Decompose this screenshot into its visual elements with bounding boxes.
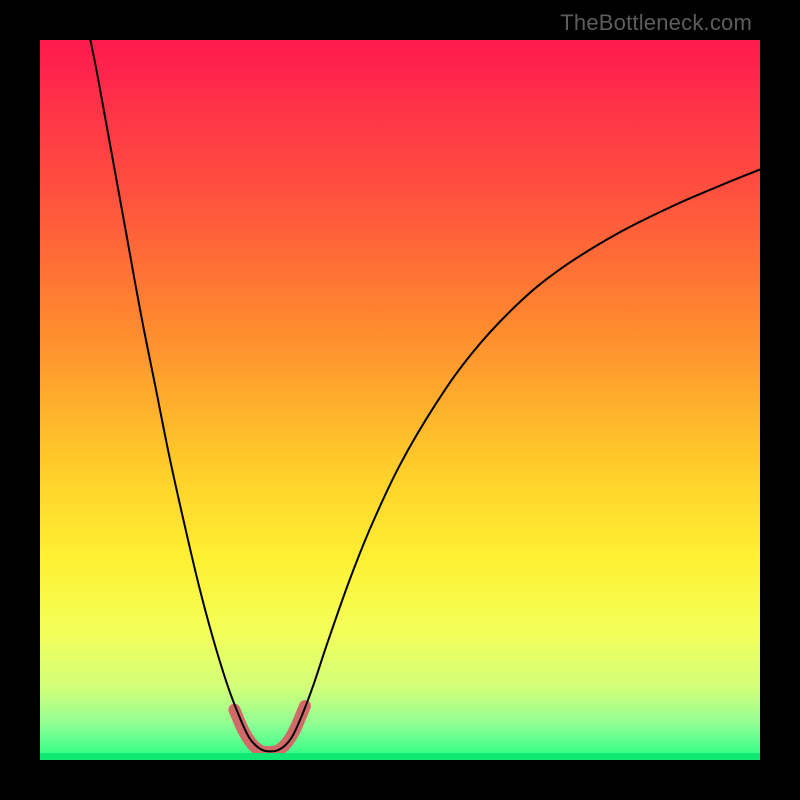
chart-svg <box>40 40 760 760</box>
chart-plot-area <box>40 40 760 760</box>
bottleneck-curve <box>90 40 760 751</box>
watermark-label: TheBottleneck.com <box>560 10 752 36</box>
chart-bottom-accent <box>40 753 760 760</box>
